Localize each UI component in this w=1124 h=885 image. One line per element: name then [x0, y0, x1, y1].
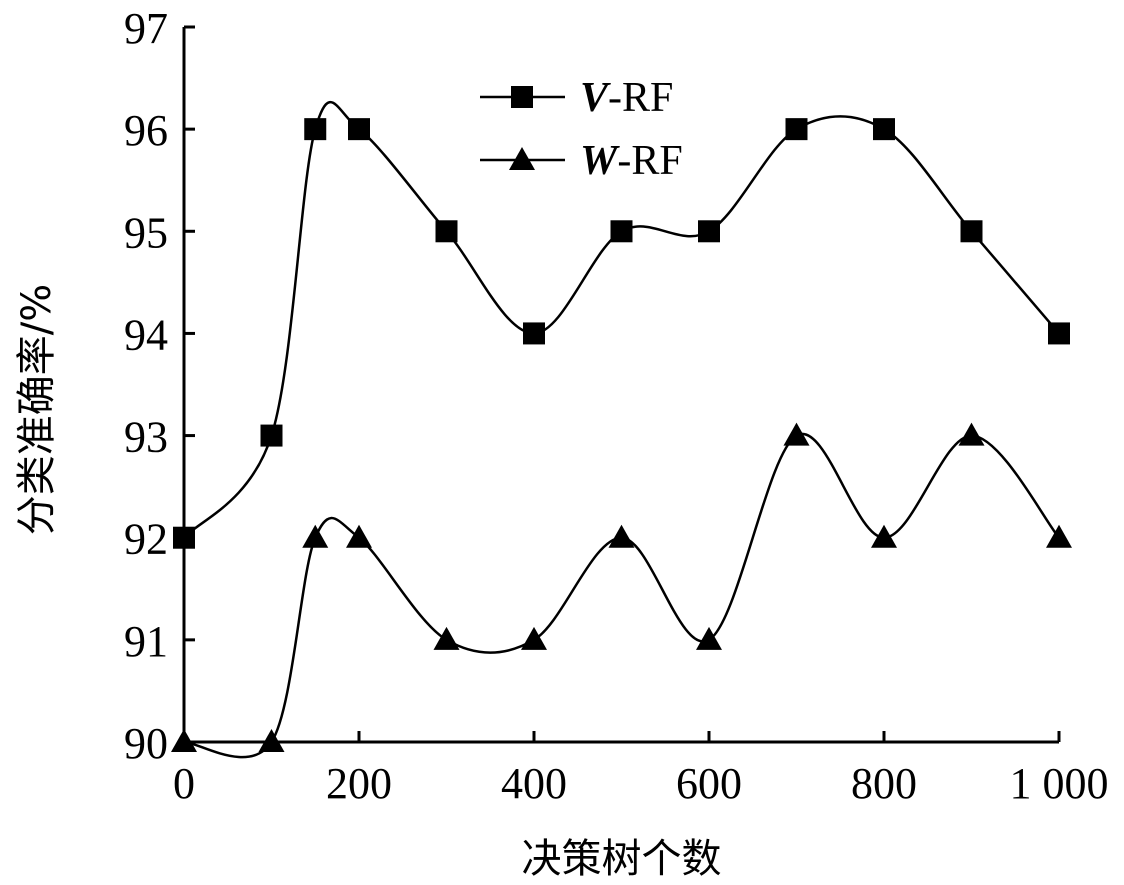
y-tick-label: 94 — [124, 310, 168, 359]
data-point-square — [260, 424, 283, 447]
x-tick-label: 1 000 — [1010, 759, 1109, 808]
data-point-triangle — [783, 422, 810, 446]
data-point-square — [304, 118, 327, 141]
data-point-triangle — [1046, 524, 1072, 548]
x-tick-label: 800 — [851, 759, 917, 808]
data-point-square — [873, 118, 895, 141]
data-point-triangle — [958, 422, 985, 446]
y-tick-label: 95 — [124, 208, 168, 257]
legend-item: W-RF — [480, 138, 683, 184]
data-point-square — [348, 118, 370, 141]
legend-label: V-RF — [580, 75, 673, 121]
legend: V-RFW-RF — [480, 75, 683, 184]
legend-item: V-RF — [480, 75, 673, 121]
axes: 90 91 92 93 94 95 96 97 0 200 400 600 800 1 000 — [124, 4, 1109, 808]
x-axis-title: 决策树个数 — [522, 836, 722, 882]
y-tick-label: 96 — [124, 106, 168, 155]
data-point-triangle — [608, 524, 635, 548]
data-point-square — [698, 220, 720, 243]
legend-label-suffix: -RF — [608, 75, 673, 121]
data-point-triangle — [302, 524, 329, 548]
y-axis-title: 分类准确率/% — [14, 284, 60, 535]
data-point-square — [785, 118, 808, 141]
legend-label-prefix: V — [580, 75, 611, 121]
data-point-square — [173, 526, 195, 549]
data-point-triangle — [258, 729, 285, 752]
legend-marker — [511, 86, 533, 108]
data-point-triangle — [521, 626, 547, 650]
legend-label-suffix: -RF — [617, 138, 682, 184]
legend-label: W-RF — [580, 138, 683, 184]
y-tick-label: 97 — [124, 4, 168, 53]
data-point-square — [610, 220, 633, 243]
data-point-triangle — [871, 524, 897, 548]
y-tick-label: 92 — [124, 515, 168, 564]
x-tick-label: 600 — [676, 759, 742, 808]
data-point-triangle — [346, 524, 372, 548]
data-point-square — [960, 220, 983, 243]
data-point-square — [435, 220, 458, 243]
legend-marker — [509, 147, 535, 170]
series-line — [183, 432, 1060, 759]
data-point-triangle — [433, 626, 460, 650]
x-tick-label: 0 — [173, 759, 195, 808]
y-tick-label: 91 — [124, 617, 168, 666]
series-square — [173, 101, 1070, 549]
legend-label-prefix: W — [580, 138, 620, 184]
series-triangle — [171, 422, 1072, 759]
data-point-square — [523, 322, 545, 345]
x-tick-label: 400 — [501, 759, 567, 808]
series-layer — [171, 101, 1072, 759]
y-tick-label: 93 — [124, 413, 168, 462]
data-point-triangle — [696, 626, 722, 650]
y-tick-label: 90 — [124, 719, 168, 768]
data-point-square — [1048, 322, 1070, 345]
data-point-triangle — [171, 729, 197, 752]
x-tick-label: 200 — [326, 759, 392, 808]
